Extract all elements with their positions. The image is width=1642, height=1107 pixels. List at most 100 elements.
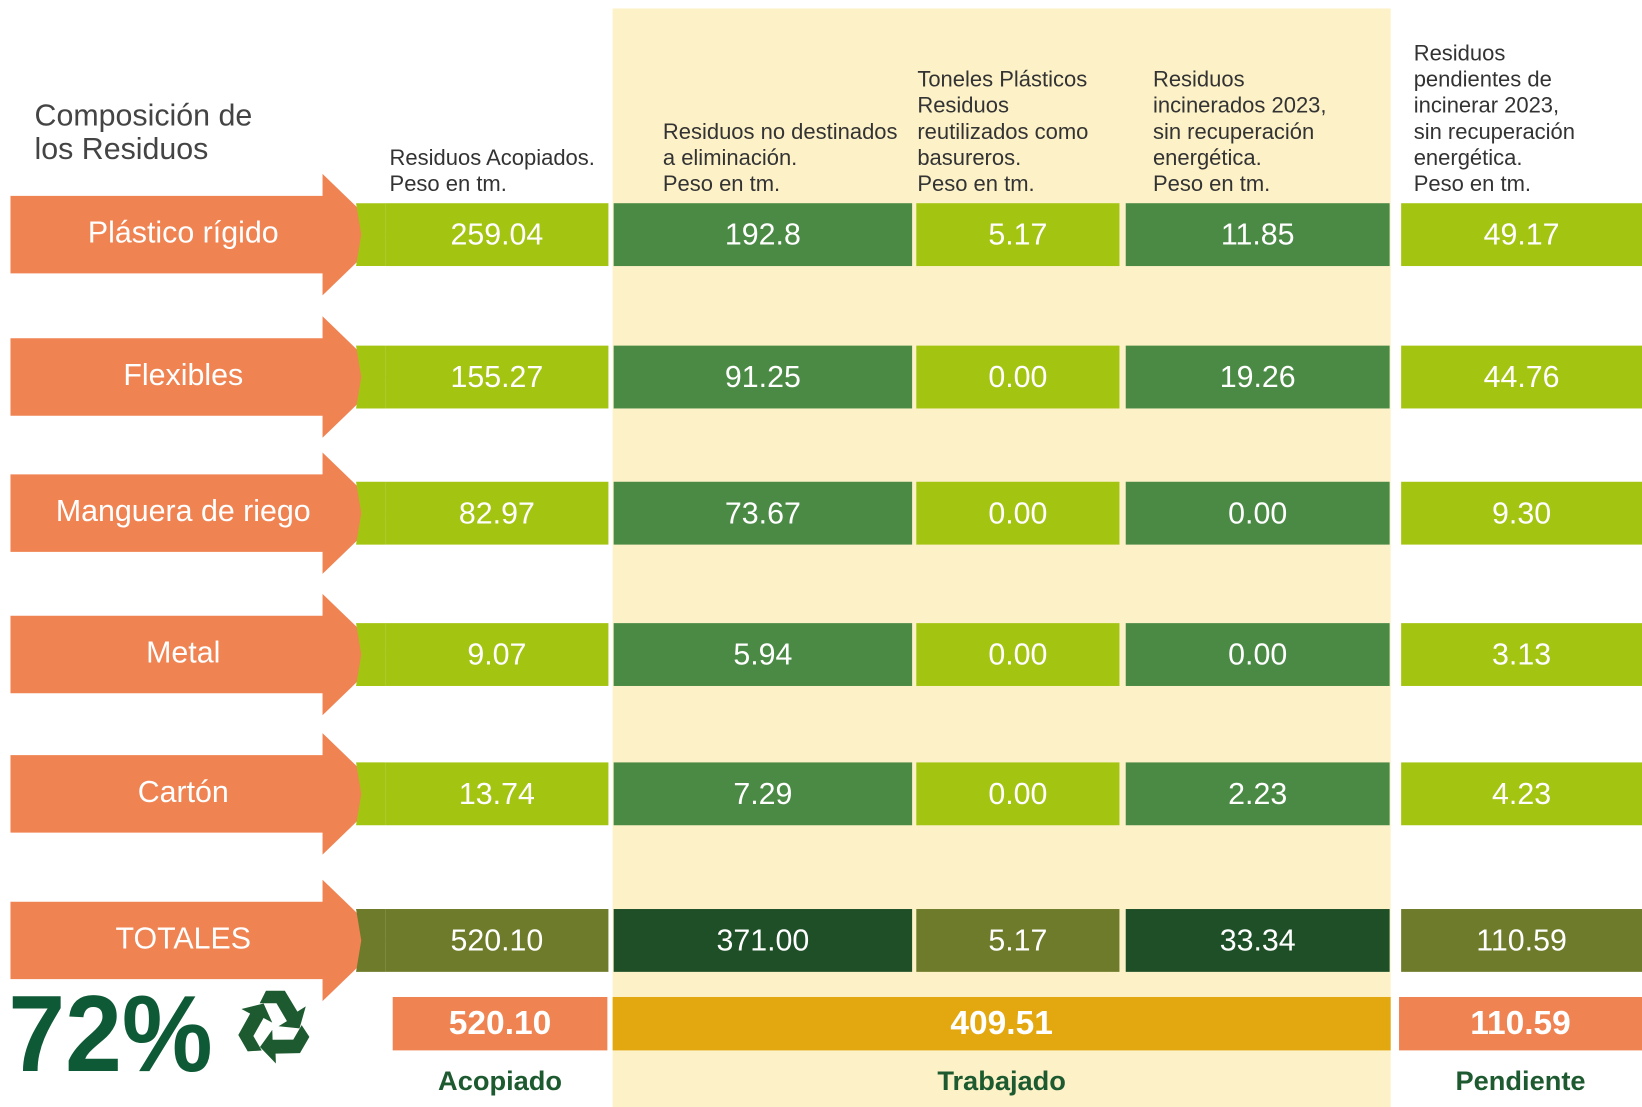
value-cell (916, 762, 1120, 826)
column-header: pendientes de (1414, 67, 1552, 92)
value-cell (356, 203, 386, 267)
column-header: energética. (1153, 145, 1262, 170)
value-cell (356, 481, 386, 545)
row-label: Flexibles (123, 359, 243, 392)
cell-value: 7.29 (733, 778, 792, 811)
row-label: Metal (146, 637, 220, 670)
cell-value: 4.23 (1492, 778, 1551, 811)
cell-value: 0.00 (988, 778, 1047, 811)
cell-value: 110.59 (1476, 925, 1567, 958)
table-title: los Residuos (35, 133, 209, 166)
value-cell (916, 909, 1120, 972)
summary-label: Pendiente (1455, 1065, 1585, 1096)
cell-value: 520.10 (450, 925, 543, 958)
cell-value: 9.07 (467, 639, 526, 672)
column-header: sin recuperación (1153, 119, 1314, 144)
column-header: Residuos (1153, 67, 1245, 92)
value-cell (356, 762, 386, 826)
cell-value: 44.76 (1484, 361, 1560, 394)
value-cell (1125, 345, 1390, 409)
row-label: Plástico rígido (88, 217, 279, 250)
column-header: energética. (1414, 145, 1523, 170)
value-cell (613, 909, 913, 972)
value-cell (916, 481, 1120, 545)
cell-value: 192.8 (725, 219, 801, 252)
column-header: Residuos (1414, 40, 1506, 65)
cell-value: 13.74 (459, 778, 535, 811)
cell-value: 33.34 (1220, 925, 1296, 958)
cell-value: 371.00 (716, 925, 809, 958)
column-header: Peso en tm. (917, 171, 1034, 196)
column-header: Peso en tm. (663, 171, 780, 196)
row-arrow (10, 879, 386, 1002)
column-header: Toneles Plásticos (917, 67, 1087, 92)
cell-value: 0.00 (988, 361, 1047, 394)
column-header: Residuos Acopiados. (390, 145, 595, 170)
value-cell (356, 909, 386, 972)
row-label: Cartón (138, 776, 229, 809)
cell-value: 19.26 (1220, 361, 1296, 394)
cell-value: 0.00 (1228, 497, 1287, 530)
row-arrow (10, 173, 386, 296)
value-cell (613, 481, 913, 545)
cell-value: 2.23 (1228, 778, 1287, 811)
column-header: Residuos no destinados (663, 119, 898, 144)
row-arrow (10, 593, 386, 716)
column-header: Residuos (917, 93, 1009, 118)
value-cell (385, 345, 609, 409)
summary-bar (612, 996, 1391, 1051)
value-cell (1401, 909, 1642, 972)
cell-value: 155.27 (450, 361, 543, 394)
cell-value: 0.00 (988, 639, 1047, 672)
cell-value: 5.17 (988, 219, 1047, 252)
value-cell (1401, 623, 1642, 686)
value-cell (916, 345, 1120, 409)
value-cell (1401, 762, 1642, 826)
recycle-icon (238, 990, 310, 1064)
value-cell (613, 623, 913, 686)
value-cell (613, 345, 913, 409)
value-cell (1125, 762, 1390, 826)
value-cell (385, 623, 609, 686)
column-header: sin recuperación (1414, 119, 1575, 144)
value-cell (356, 345, 386, 409)
value-cell (385, 762, 609, 826)
value-cell (916, 203, 1120, 267)
value-cell (1125, 909, 1390, 972)
cell-value: 259.04 (450, 219, 543, 252)
column-header: Peso en tm. (390, 171, 507, 196)
cell-value: 5.94 (733, 639, 792, 672)
value-cell (1401, 345, 1642, 409)
value-cell (613, 203, 913, 267)
row-arrow (10, 316, 386, 438)
row-label: Manguera de riego (56, 495, 311, 528)
cell-value: 82.97 (459, 497, 535, 530)
recycled-percent: 72% (8, 973, 212, 1095)
column-header: a eliminación. (663, 145, 797, 170)
value-cell (385, 481, 609, 545)
value-cell (1125, 623, 1390, 686)
value-cell (1125, 203, 1390, 267)
cell-value: 49.17 (1484, 219, 1560, 252)
row-arrow (10, 452, 386, 574)
summary-label: Acopiado (438, 1065, 562, 1096)
cell-value: 3.13 (1492, 639, 1551, 672)
table-title: Composición de (35, 99, 253, 132)
row-arrow (10, 733, 386, 855)
value-cell (1401, 203, 1642, 267)
column-header: reutilizados como (917, 119, 1088, 144)
column-header: Peso en tm. (1153, 171, 1270, 196)
summary-value: 409.51 (950, 1005, 1052, 1042)
cell-value: 0.00 (1228, 639, 1287, 672)
cell-value: 11.85 (1221, 219, 1295, 252)
value-cell (356, 623, 386, 686)
row-label: TOTALES (115, 922, 251, 955)
cell-value: 9.30 (1492, 497, 1551, 530)
value-cell (1401, 481, 1642, 545)
value-cell (916, 623, 1120, 686)
value-cell (613, 762, 913, 826)
cell-value: 91.25 (725, 361, 801, 394)
column-header: incinerados 2023, (1153, 93, 1327, 118)
